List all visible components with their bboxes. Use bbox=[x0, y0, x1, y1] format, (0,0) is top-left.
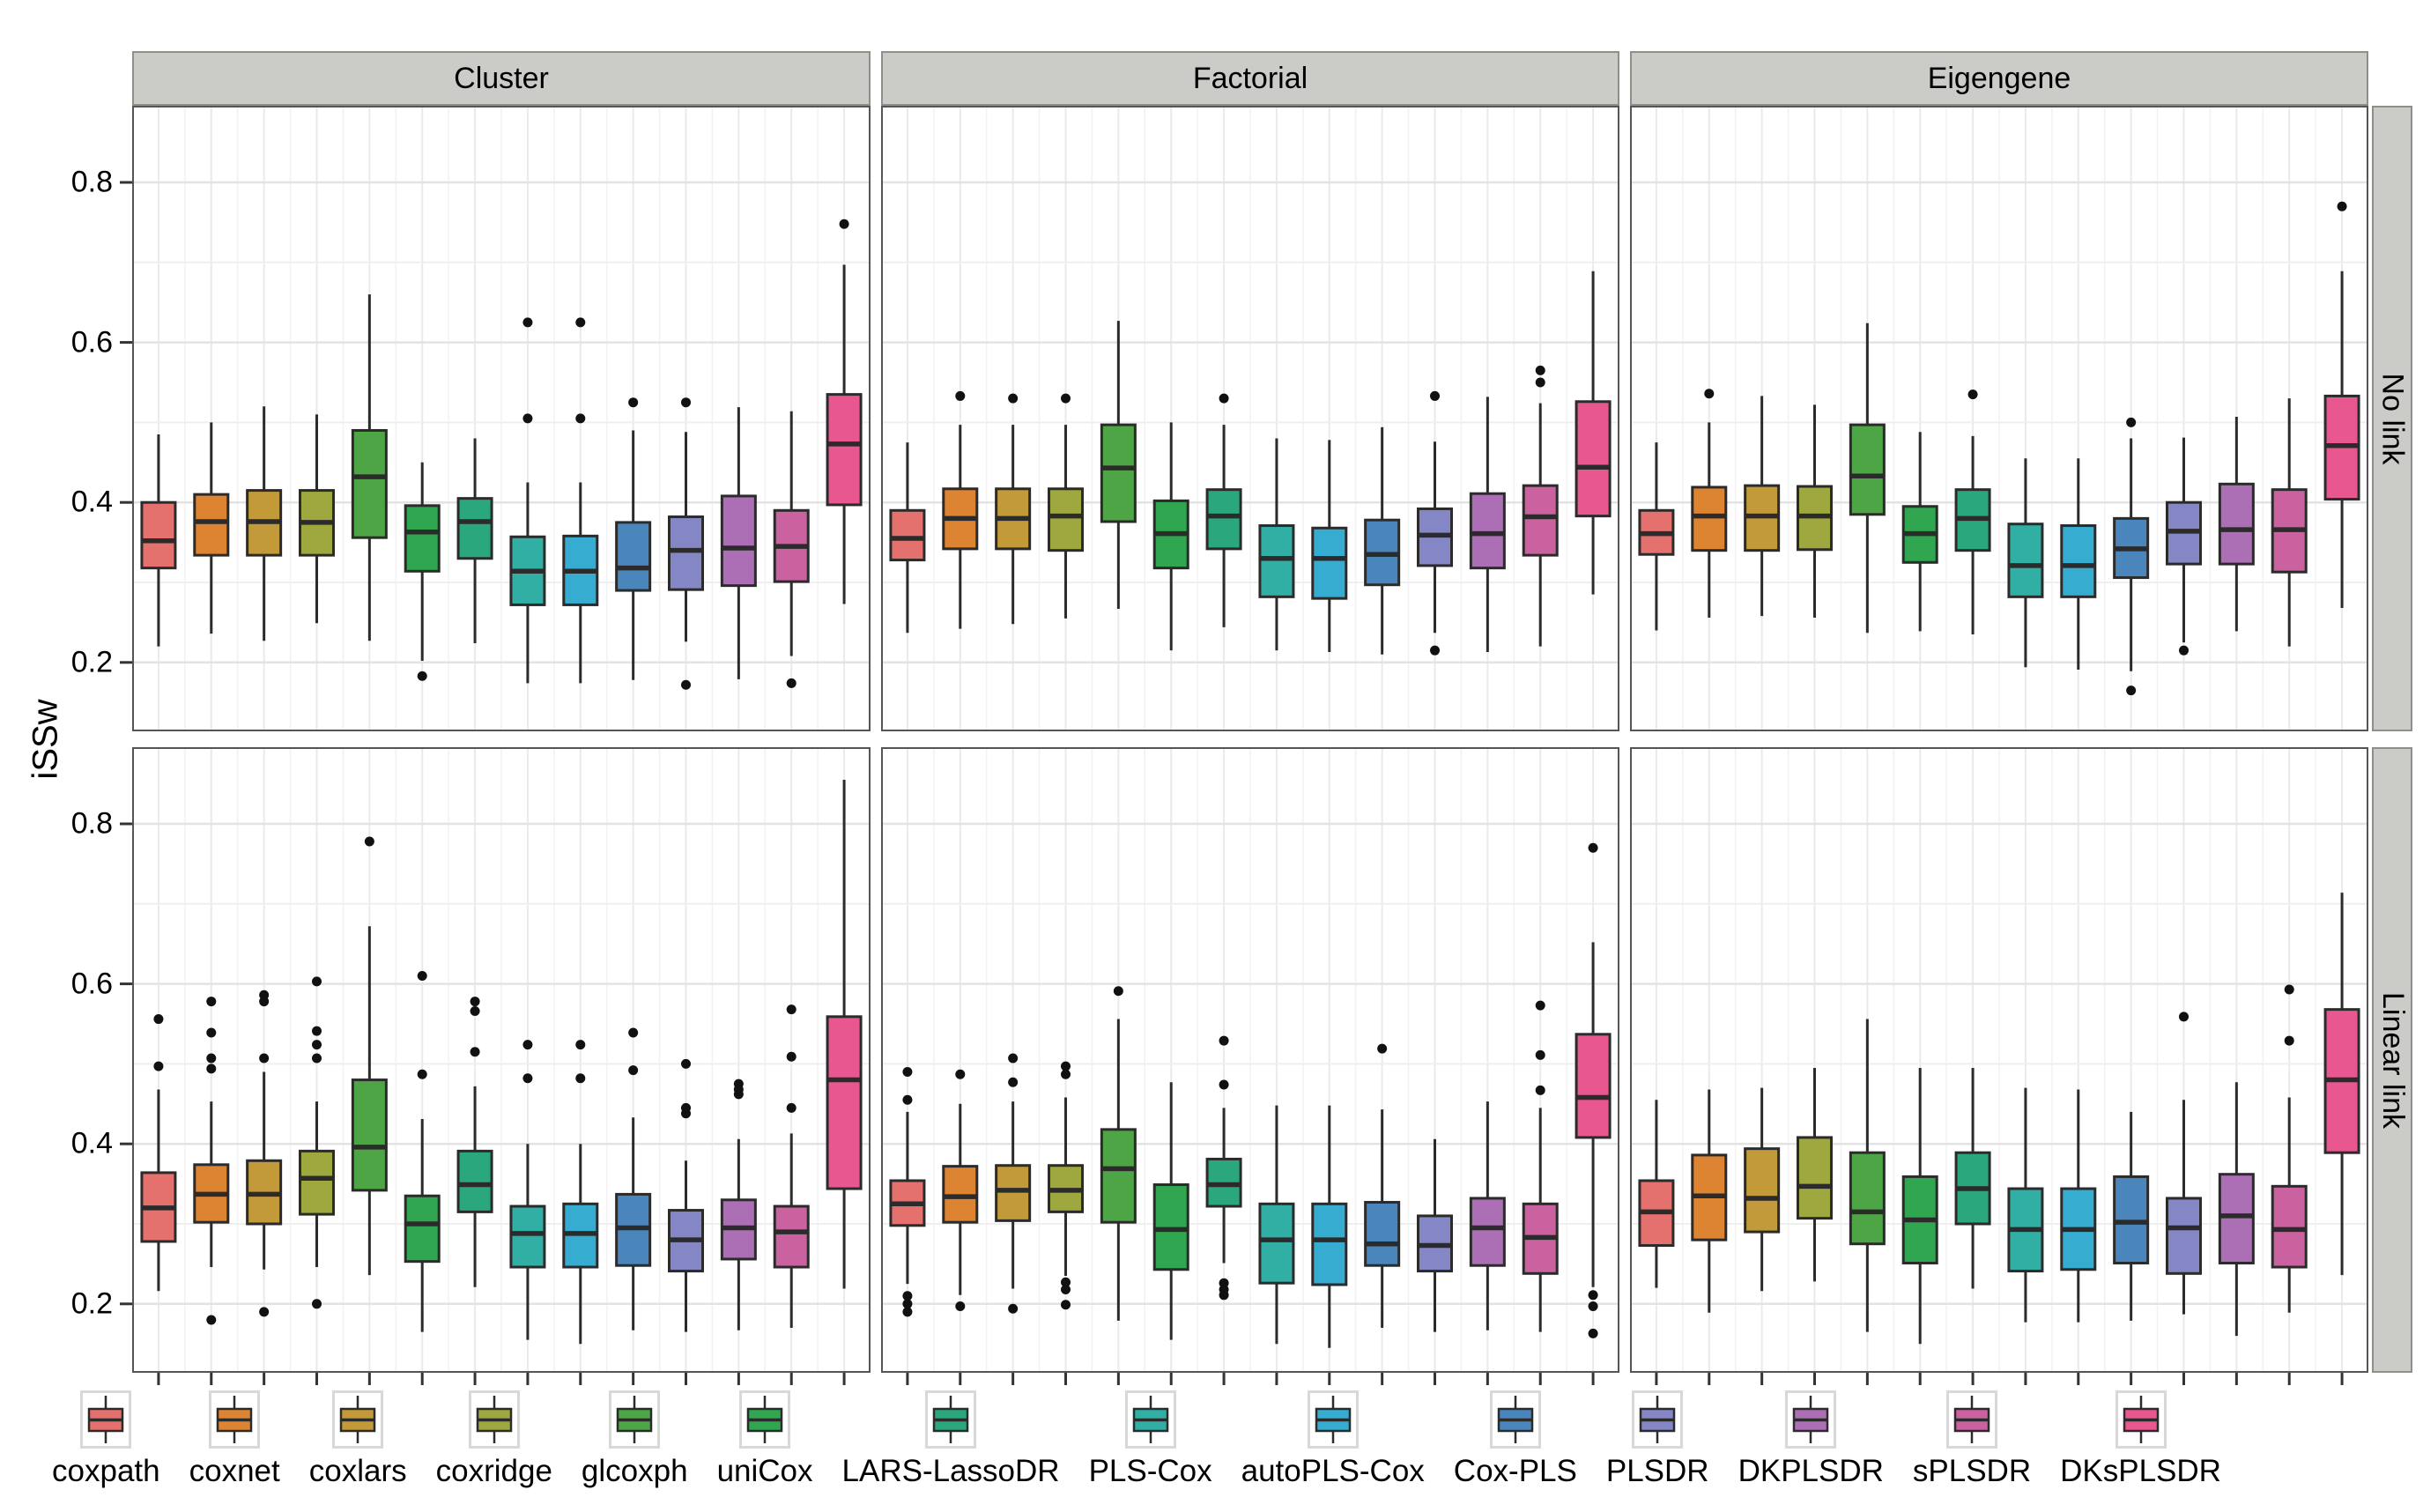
panel-cluster-linear-link bbox=[132, 747, 871, 1373]
legend-key-boxplot-icon bbox=[1124, 1390, 1176, 1449]
legend-item-lars-lassodr: LARS-LassoDR bbox=[842, 1390, 1060, 1489]
y-tick-label: 0.6 bbox=[70, 325, 113, 359]
legend-label: DKsPLSDR bbox=[2060, 1454, 2221, 1488]
legend-label: sPLSDR bbox=[1912, 1454, 2032, 1488]
legend-item-glcoxph: glcoxph bbox=[582, 1390, 688, 1489]
legend-label: PLSDR bbox=[1605, 1454, 1709, 1488]
legend-key-boxplot-icon bbox=[209, 1390, 261, 1449]
legend-item-coxpath: coxpath bbox=[52, 1390, 160, 1489]
legend-item-cox-pls: Cox-PLS bbox=[1454, 1390, 1577, 1489]
legend-label: PLS-Cox bbox=[1088, 1454, 1212, 1488]
panel-cluster-no-link bbox=[132, 106, 871, 731]
legend-label: DKPLSDR bbox=[1738, 1454, 1884, 1488]
legend-item-unicox: uniCox bbox=[717, 1390, 813, 1489]
legend-label: Cox-PLS bbox=[1453, 1454, 1577, 1488]
y-tick-label: 0.8 bbox=[70, 806, 113, 841]
legend-item-autopls-cox: autoPLS-Cox bbox=[1241, 1390, 1425, 1489]
legend-item-plsdr: PLSDR bbox=[1606, 1390, 1709, 1489]
legend-key-boxplot-icon bbox=[1632, 1390, 1684, 1449]
panel-factorial-linear-link bbox=[881, 747, 1619, 1373]
legend-item-coxnet: coxnet bbox=[189, 1390, 280, 1489]
y-tick-label: 0.2 bbox=[70, 1286, 113, 1321]
legend-item-pls-cox: PLS-Cox bbox=[1089, 1390, 1212, 1489]
y-tick-label: 0.4 bbox=[70, 485, 113, 519]
legend-key-boxplot-icon bbox=[80, 1390, 132, 1449]
legend-label: autoPLS-Cox bbox=[1241, 1454, 1425, 1488]
legend-label: uniCox bbox=[716, 1454, 813, 1488]
panel-factorial-no-link bbox=[881, 106, 1619, 731]
legend-key-boxplot-icon bbox=[1946, 1390, 1998, 1449]
y-tick-label: 0.4 bbox=[70, 1126, 113, 1160]
legend-key-boxplot-icon bbox=[2115, 1390, 2167, 1449]
legend-label: coxnet bbox=[189, 1454, 280, 1488]
y-tick-label: 0.8 bbox=[70, 165, 113, 199]
legend: coxpath coxnet coxlars coxridge glcoxph uniCo… bbox=[0, 1390, 2423, 1489]
facet-strip-linear-link: Linear link bbox=[2372, 747, 2412, 1373]
facet-strip-factorial: Factorial bbox=[881, 51, 1619, 106]
legend-label: LARS-LassoDR bbox=[841, 1454, 1060, 1488]
panel-eigengene-linear-link bbox=[1630, 747, 2368, 1373]
panel-eigengene-no-link bbox=[1630, 106, 2368, 731]
legend-key-boxplot-icon bbox=[332, 1390, 384, 1449]
legend-item-coxlars: coxlars bbox=[309, 1390, 407, 1489]
legend-key-boxplot-icon bbox=[925, 1390, 977, 1449]
y-tick-label: 0.6 bbox=[70, 967, 113, 1001]
legend-key-boxplot-icon bbox=[609, 1390, 661, 1449]
legend-item-dkplsdr: DKPLSDR bbox=[1738, 1390, 1884, 1489]
facet-strip-no-link: No link bbox=[2372, 106, 2412, 731]
legend-item-coxridge: coxridge bbox=[436, 1390, 552, 1489]
legend-item-splsdr: sPLSDR bbox=[1913, 1390, 2031, 1489]
legend-label: coxridge bbox=[435, 1454, 552, 1488]
legend-key-boxplot-icon bbox=[1307, 1390, 1359, 1449]
facet-strip-cluster: Cluster bbox=[132, 51, 871, 106]
y-tick-label: 0.2 bbox=[70, 645, 113, 679]
legend-item-dksplsdr: DKsPLSDR bbox=[2060, 1390, 2221, 1489]
legend-label: coxlars bbox=[308, 1454, 407, 1488]
legend-label: coxpath bbox=[52, 1454, 160, 1488]
legend-key-boxplot-icon bbox=[468, 1390, 520, 1449]
legend-key-boxplot-icon bbox=[1489, 1390, 1541, 1449]
legend-key-boxplot-icon bbox=[739, 1390, 791, 1449]
legend-label: glcoxph bbox=[581, 1454, 688, 1488]
legend-key-boxplot-icon bbox=[1785, 1390, 1837, 1449]
facet-strip-eigengene: Eigengene bbox=[1630, 51, 2368, 106]
